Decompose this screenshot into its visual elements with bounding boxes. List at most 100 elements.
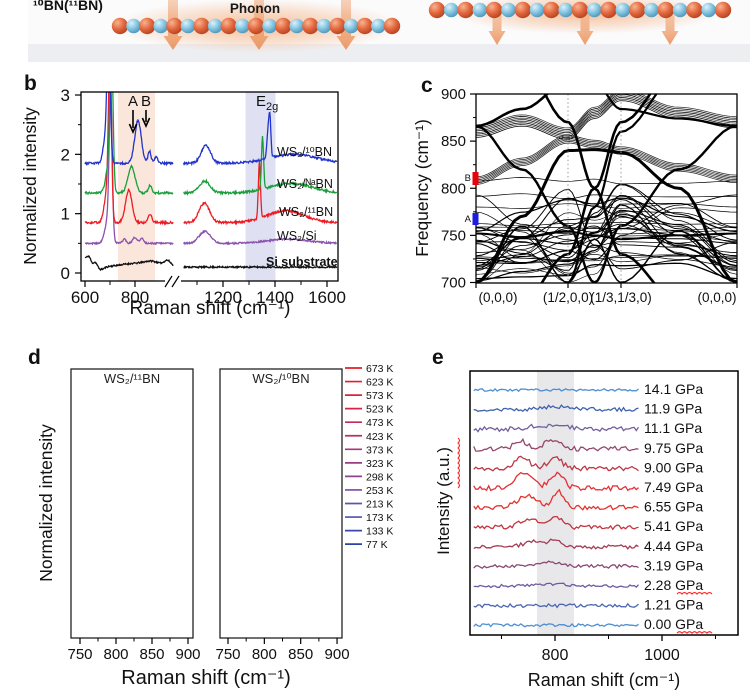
panel-b-ticks: 600 800 1200 1400 1600 0 1 2 3 [61, 86, 346, 307]
phonon-band [476, 94, 737, 134]
pressure-label: 2.28 GPa [644, 577, 703, 593]
spectrum-curve [183, 160, 338, 226]
spectrum-curve [84, 92, 174, 167]
nitrogen-atom [701, 2, 716, 18]
pressure-spectrum-curve [473, 602, 639, 609]
phonon-band [476, 177, 737, 185]
x-tick-label: 1400 [256, 288, 294, 307]
phonon-band [476, 244, 737, 268]
kpoint-label: (0,0,0) [697, 290, 736, 305]
y-tick-label: 800 [441, 180, 466, 197]
panel-c-phonon-dispersion: c 700 750 800 850 900 (0,0,0) (1/2,0,0)(1/3,1/… [412, 74, 738, 305]
nitrogen-atom [235, 18, 250, 34]
phonon-band [476, 94, 737, 129]
y-tick-label: 850 [441, 133, 466, 150]
pressure-label: 6.55 GPa [644, 499, 703, 515]
series-label: WS₂/Si [277, 229, 317, 243]
kpoint-label: (1/3,1/3,0) [590, 290, 652, 305]
peak-b-arrow-icon [141, 110, 151, 128]
pressure-label: 5.41 GPa [644, 518, 703, 534]
pressure-label: 11.1 GPa [644, 420, 702, 436]
marker-b-label: B [465, 173, 471, 184]
panel-d-xlabel: Raman shift (cm⁻¹) [121, 667, 290, 689]
pressure-spectrum-curve [473, 404, 639, 413]
legend-label: 473 K [366, 417, 393, 429]
panel-b-frame [80, 91, 339, 282]
nitrogen-atom [472, 2, 488, 18]
panel-e-frame [469, 370, 739, 636]
nitrogen-atom [153, 18, 169, 34]
y-tick-label: 3 [61, 86, 70, 105]
kpoint-label: (1/2,0,0) [543, 290, 593, 305]
panel-c-ticks: 700 750 800 850 900 (0,0,0) (1/2,0,0)(1/3,1/3,… [441, 86, 738, 305]
legend-label: 323 K [366, 458, 393, 470]
panel-a-schematic: ¹⁰BN(¹¹BN) Phonon [28, 0, 750, 62]
legend-label: 373 K [366, 444, 393, 456]
phonon-band [476, 225, 737, 283]
panel-e-pressure-raman: e 14.1 GPa 11.9 GPa 11.1 GPa 9.75 GPa 9.00 G… [432, 346, 739, 690]
legend-label: 623 K [366, 377, 393, 389]
nitrogen-atom [529, 2, 545, 18]
x-tick-label: 800 [542, 647, 569, 664]
boron-atom [383, 17, 401, 35]
panel-b-axis-break-marks [164, 275, 180, 288]
pressure-label: 0.00 GPa [644, 616, 703, 632]
series-label: WS₂/¹⁰BN [277, 145, 332, 159]
panel-d-letter: d [28, 346, 41, 369]
boron-atom [543, 1, 560, 19]
phonon-band [476, 193, 737, 200]
phonon-band [476, 223, 737, 254]
atom-chain-left [111, 17, 401, 35]
marker-a-bar [472, 213, 479, 225]
phonon-band [476, 226, 737, 231]
phonon-band [605, 94, 737, 128]
phonon-band [476, 94, 550, 128]
boron-atom [220, 17, 237, 35]
series-label: Si substrate [266, 255, 338, 269]
boron-atom [139, 17, 156, 35]
spellcheck-squiggle [676, 631, 713, 635]
bn-isotope-label: ¹⁰BN(¹¹BN) [33, 0, 103, 13]
pressure-spectrum-curve [473, 488, 639, 511]
phonon-band [476, 135, 737, 178]
legend-label: 673 K [366, 363, 393, 375]
pressure-spectrum-curve [473, 622, 639, 628]
panel-c-letter: c [421, 74, 433, 97]
panel-b-raman-spectra: b 600 800 1200 1400 1600 0 1 2 3 Normalized inte… [20, 72, 346, 319]
panel-e-xlabel: Raman shift (cm⁻¹) [528, 670, 681, 690]
pressure-label: 9.75 GPa [644, 440, 703, 456]
nitrogen-atom [316, 18, 332, 34]
atom-chain-right [428, 1, 732, 19]
boron-atom [457, 1, 474, 19]
pressure-label: 7.49 GPa [644, 479, 703, 495]
panel-b-letter: b [24, 72, 37, 95]
panel-b-series-labels: Si substrate WS₂/Si WS₂/¹¹BN WS₂/ᴺᵃBN WS₂/¹⁰… [266, 145, 338, 269]
pressure-spectrum-curve [473, 515, 639, 531]
panel-b-curves [84, 92, 338, 272]
phonon-band [476, 207, 737, 274]
boron-atom [356, 17, 373, 35]
legend-label: 173 K [366, 512, 393, 524]
nitrogen-atom [672, 2, 688, 18]
spectrum-curve [182, 111, 338, 167]
pressure-spectrum-curve [473, 387, 639, 393]
boron-atom [486, 1, 503, 19]
x-tick-label: 900 [175, 646, 200, 663]
nitrogen-atom [371, 18, 386, 34]
phonon-band [476, 255, 737, 263]
boron-atom [111, 17, 129, 35]
boron-atom [629, 1, 646, 19]
spellcheck-squiggle [676, 591, 713, 595]
boron-atom [600, 1, 617, 19]
pressure-label: 3.19 GPa [644, 557, 703, 573]
boron-atom [514, 1, 531, 19]
x-tick-label: 900 [325, 646, 350, 663]
panel-d-frame-left [70, 368, 194, 639]
panel-d-title-left: WS₂/¹¹BN [104, 371, 160, 386]
panel-c-band-structure [476, 94, 737, 283]
nitrogen-atom [289, 18, 305, 34]
phonon-band [563, 94, 658, 283]
